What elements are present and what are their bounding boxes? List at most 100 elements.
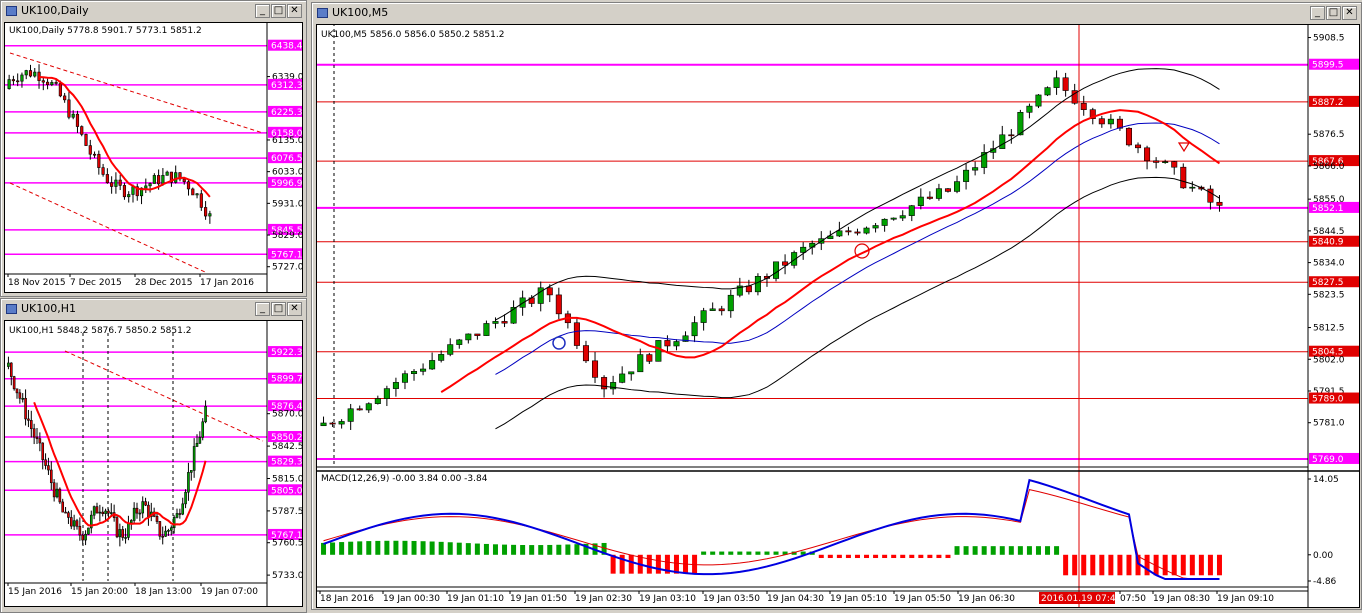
candle-body (24, 70, 28, 76)
candle-body (673, 341, 680, 347)
price-label-box (268, 484, 302, 496)
candle-body (98, 511, 102, 514)
candle-body (28, 70, 33, 77)
daily-titlebar[interactable]: UK100,Daily _ □ ✕ (3, 3, 304, 19)
h1-chart-window[interactable]: UK100,H1 _ □ ✕ 5922.3 5899.7 5876.4 5870.0 5… (0, 298, 307, 613)
candle-body (908, 205, 915, 216)
macd-histogram-bar (1207, 554, 1213, 576)
candle-body (727, 294, 734, 312)
candle-body (601, 377, 608, 390)
macd-histogram-bar (1035, 546, 1041, 555)
price-label: 5922.3 (271, 348, 303, 358)
price-tick-label: 5791.5 (1313, 387, 1345, 397)
macd-scale-label: -4.86 (1313, 577, 1337, 587)
ma-red-line (440, 109, 1221, 393)
candle-body (24, 397, 27, 420)
close-button[interactable]: ✕ (287, 4, 302, 18)
candle-body (736, 285, 743, 296)
macd-histogram-bar (411, 540, 417, 555)
candle-body (199, 193, 203, 208)
price-label: 5845.5 (271, 226, 303, 236)
m5-titlebar[interactable]: UK100,M5 _ □ ✕ (314, 5, 1359, 21)
daily-chart-window[interactable]: UK100,Daily _ □ ✕ 6438.4 6339.0 6312.3 6225… (0, 0, 307, 297)
time-label: 19 Jan 06:30 (958, 594, 1015, 604)
candle-body (347, 408, 354, 422)
macd-histogram-bar (619, 554, 625, 574)
m5-plot[interactable]: 5908.5 5899.5 5887.2 5876.5 5867.6 5866.0 5855… (316, 24, 1360, 608)
candle-body (582, 345, 589, 362)
candle-body (195, 193, 199, 196)
macd-histogram-bar (873, 554, 879, 559)
candle-body (917, 196, 924, 206)
time-label: 15 Jan 2016 (8, 587, 62, 597)
macd-histogram-bar (574, 544, 580, 555)
candle-body (773, 261, 780, 279)
candle-body (944, 188, 951, 192)
candle-body (401, 373, 408, 383)
macd-histogram-bar (1189, 554, 1195, 576)
macd-histogram-bar (719, 551, 725, 555)
price-label: 5805.0 (271, 486, 303, 496)
price-label-box (1309, 201, 1359, 213)
candle-body (195, 442, 199, 447)
candle-body (72, 520, 76, 527)
candle-body (456, 339, 463, 345)
candle-body (1107, 118, 1114, 125)
candle-body (374, 398, 381, 404)
minimize-button[interactable]: _ (1310, 6, 1325, 20)
close-button[interactable]: ✕ (287, 302, 302, 316)
candle-body (1026, 105, 1033, 113)
macd-histogram-bar (782, 551, 788, 555)
price-label-box (268, 431, 302, 443)
candle-body (169, 527, 173, 531)
macd-histogram-bar (755, 551, 761, 555)
macd-histogram-bar (655, 554, 661, 574)
crosshair-time-label: 2016.01.19 07:45 (1041, 594, 1121, 604)
price-tick-label: 5834.0 (1313, 259, 1345, 269)
maximize-button[interactable]: □ (271, 4, 286, 18)
candle-body (191, 188, 195, 196)
h1-plot[interactable]: 5922.3 5899.7 5876.4 5870.0 5850.2 5842.5 5829… (4, 320, 303, 607)
price-label: 6158.0 (271, 129, 303, 139)
price-label: 5829.3 (271, 458, 303, 468)
macd-histogram-bar (1054, 546, 1060, 555)
macd-histogram-bar (891, 554, 897, 559)
candle-body (465, 333, 472, 341)
candle-body (890, 217, 897, 220)
candle-body (81, 534, 85, 541)
price-label: 5996.9 (271, 179, 303, 189)
trend-channel-line (9, 182, 206, 273)
macd-histogram-bar (1063, 554, 1069, 576)
macd-histogram-bar (900, 554, 906, 559)
macd-histogram-bar (818, 554, 824, 559)
minimize-button[interactable]: _ (255, 302, 270, 316)
candle-body (84, 533, 87, 541)
trend-channel-line (9, 52, 264, 134)
price-tick-label: 6135.0 (272, 136, 303, 146)
price-tick-label: 5876.5 (1313, 130, 1345, 140)
candle-body (1062, 77, 1069, 91)
maximize-button[interactable]: □ (1326, 6, 1341, 20)
candle-body (1017, 111, 1024, 136)
candle-body (1171, 161, 1178, 168)
price-label-box (1309, 452, 1359, 464)
time-label: 18 Jan 2016 (320, 594, 374, 604)
macd-histogram-bar (1153, 554, 1159, 576)
h1-titlebar[interactable]: UK100,H1 _ □ ✕ (3, 301, 304, 317)
daily-title: UK100,Daily (21, 4, 89, 17)
candle-body (392, 382, 399, 389)
price-label: 5867.6 (1312, 157, 1344, 167)
macd-info: MACD(12,26,9) -0.00 3.84 0.00 -3.84 (321, 474, 488, 484)
close-button[interactable]: ✕ (1342, 6, 1357, 20)
minimize-button[interactable]: _ (255, 4, 270, 18)
m5-chart-window[interactable]: UK100,M5 _ □ ✕ 5908.5 5899.5 5887.2 5876.5 5… (311, 2, 1362, 610)
candle-body (45, 81, 50, 85)
macd-histogram-bar (1045, 546, 1051, 555)
price-tick-label: 5855.0 (1313, 195, 1345, 205)
bollinger-upper-line (495, 68, 1220, 321)
daily-plot[interactable]: 6438.4 6339.0 6312.3 6225.3 6158.0 6135.0 6076… (4, 22, 303, 293)
candle-body (69, 517, 73, 527)
maximize-button[interactable]: □ (271, 302, 286, 316)
candle-body (54, 82, 58, 84)
candle-body (158, 521, 162, 537)
